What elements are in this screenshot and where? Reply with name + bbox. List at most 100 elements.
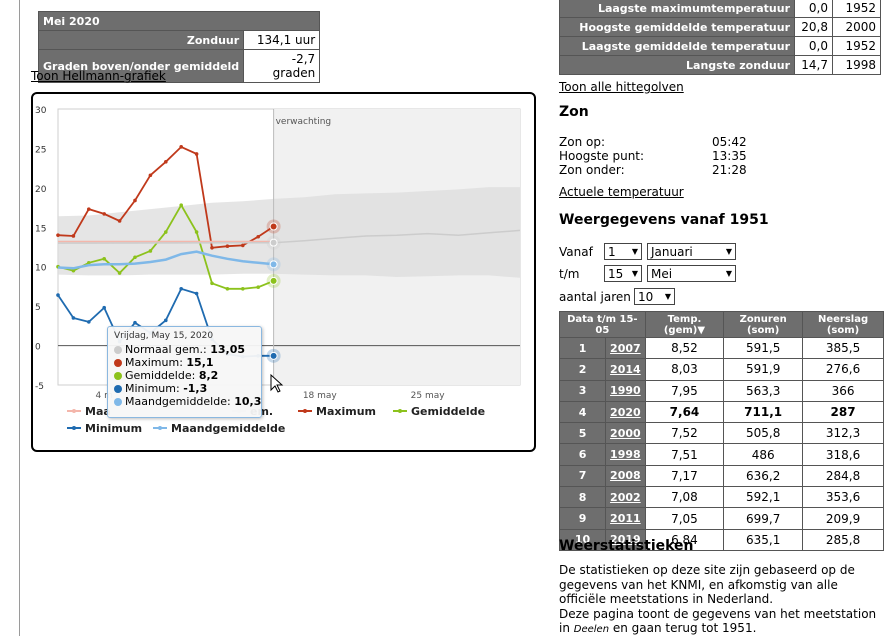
years-select[interactable]: 10 ▼: [634, 288, 675, 305]
hellmann-link[interactable]: Toon Hellmann-grafiek: [31, 69, 166, 83]
data-point: [256, 234, 260, 239]
data-point: [194, 152, 199, 156]
table-row: 10 2019 6,84 635,1 285,8: [558, 528, 884, 551]
rank-number: 3: [558, 379, 607, 402]
tm-month-value: Mei: [651, 266, 673, 281]
year-link[interactable]: 2014: [605, 358, 646, 381]
y-tick-label: 15: [35, 224, 46, 234]
chevron-down-icon: ▼: [631, 269, 638, 278]
year-link[interactable]: 1990: [605, 379, 646, 402]
data-point: [102, 305, 106, 310]
col-header-data[interactable]: Data t/m 15-05: [559, 311, 646, 338]
year-link[interactable]: 2007: [605, 336, 646, 360]
data-point: [225, 286, 230, 291]
years-value: 10: [638, 289, 654, 304]
table-row: 7 2008 7,17 636,2 284,8: [558, 464, 884, 488]
hover-point: [269, 351, 278, 360]
data-point: [256, 285, 260, 290]
tooltip-row-maandgem: Maandgemiddelde: 10,3: [114, 395, 261, 408]
sun-cell: 699,7: [723, 507, 804, 530]
hover-point: [269, 238, 278, 247]
tm-month-select[interactable]: Mei ▼: [647, 265, 736, 282]
rank-number: 10: [558, 528, 607, 551]
rain-cell: 285,8: [802, 528, 884, 551]
minimum-dot: [114, 385, 122, 393]
month-deviation-label: Graden boven/onder gemiddeld: [37, 49, 245, 83]
heatwaves-link[interactable]: Toon alle hittegolven: [559, 80, 684, 94]
tm-day-select[interactable]: 15 ▼: [604, 265, 642, 282]
x-tick-label: 25 may: [411, 391, 446, 401]
record-year: 2000: [832, 17, 881, 37]
rain-cell: 366: [802, 379, 884, 402]
tooltip-row-gemiddelde: Gemiddelde: 8,2: [114, 369, 255, 382]
temp-cell: 7,17: [644, 464, 725, 488]
col-header-data-label: Data t/m 15-05: [567, 313, 638, 336]
tooltip-value: 10,3: [234, 395, 262, 408]
tm-label: t/m: [559, 266, 580, 281]
table-row: 2 2014 8,03 591,9 276,6: [558, 358, 884, 381]
solar-noon-value: 13:35: [712, 149, 747, 163]
data-point: [87, 260, 91, 265]
tooltip-label: Maximum:: [125, 356, 183, 369]
year-link[interactable]: 2020: [605, 400, 646, 424]
tooltip-label: Maandgemiddelde:: [125, 395, 231, 408]
year-link[interactable]: 2008: [605, 464, 646, 488]
data-point: [164, 318, 168, 323]
rank-number: 4: [558, 400, 607, 424]
data-point: [102, 212, 106, 216]
temperature-chart: -5 0 5 10 15 20 25 30 4 m 18 may 25 may verwachting…: [31, 92, 536, 452]
rain-cell: 385,5: [802, 336, 884, 360]
legend-item-marker: [398, 409, 402, 413]
record-value: 14,7: [794, 55, 833, 75]
col-header-rain[interactable]: Neerslag (som): [802, 311, 884, 338]
actual-temperature-link[interactable]: Actuele temperatuur: [559, 185, 684, 199]
tooltip-label: Minimum:: [125, 382, 180, 395]
record-row: Hoogste gemiddelde temperatuur 20,8 2000: [559, 17, 881, 37]
legend-item-marker: [158, 426, 162, 430]
data-point: [225, 244, 230, 249]
temp-cell: 7,05: [644, 507, 725, 530]
record-year: 1952: [832, 36, 881, 56]
page-divider: [19, 0, 20, 636]
data-point: [164, 160, 168, 164]
col-header-sun[interactable]: Zonuren (som): [723, 311, 804, 338]
table-row: 1 2007 8,52 591,5 385,5: [558, 336, 884, 360]
year-link[interactable]: 1998: [605, 443, 646, 466]
year-link[interactable]: 2002: [605, 486, 646, 509]
rain-cell: 353,6: [802, 486, 884, 509]
record-label: Laagste gemiddelde temperatuur: [559, 36, 795, 56]
weergegevens-heading: Weergegevens vanaf 1951: [559, 212, 769, 228]
table-row: 8 2002 7,08 592,1 353,6: [558, 486, 884, 509]
temp-cell: 7,08: [644, 486, 725, 509]
legend-item-label: Minimum: [85, 422, 142, 435]
table-row: 6 1998 7,51 486 318,6: [558, 443, 884, 466]
month-summary-table: Mei 2020 Zonduur 134,1 uur Graden boven/…: [37, 11, 321, 83]
vanaf-day-select[interactable]: 1 ▼: [604, 243, 642, 260]
hover-point: [269, 276, 278, 285]
sun-cell: 711,1: [723, 400, 804, 424]
month-summary-title: Mei 2020: [37, 11, 321, 31]
data-point: [148, 249, 153, 253]
rank-number: 2: [558, 358, 607, 381]
sun-cell: 636,2: [723, 464, 804, 488]
record-value: 20,8: [794, 17, 833, 37]
year-link[interactable]: 2011: [605, 507, 646, 530]
records-table: Laagste maximumtemperatuur 0,0 1952 Hoogste…: [559, 0, 881, 75]
record-label: Hoogste gemiddelde temperatuur: [559, 17, 795, 37]
tm-row: t/m 15 ▼ Mei ▼: [559, 265, 736, 282]
vanaf-month-select[interactable]: Januari ▼: [647, 243, 736, 260]
record-label: Langste zonduur: [559, 55, 795, 75]
data-point: [179, 145, 183, 149]
year-link[interactable]: 2019: [605, 528, 646, 551]
chevron-down-icon: ▼: [664, 292, 671, 301]
series-line-normaal-gem-: [57, 229, 521, 244]
month-sun-label: Zonduur: [37, 30, 245, 50]
data-point: [71, 268, 76, 273]
temp-cell: 8,52: [644, 336, 725, 360]
year-link[interactable]: 2000: [605, 422, 646, 445]
y-tick-label: 30: [35, 106, 47, 116]
hover-point: [269, 260, 278, 269]
gemiddelde-dot: [114, 372, 122, 380]
col-header-temp[interactable]: Temp. (gem)▼: [644, 311, 725, 338]
tooltip-label: Gemiddelde:: [125, 369, 196, 382]
